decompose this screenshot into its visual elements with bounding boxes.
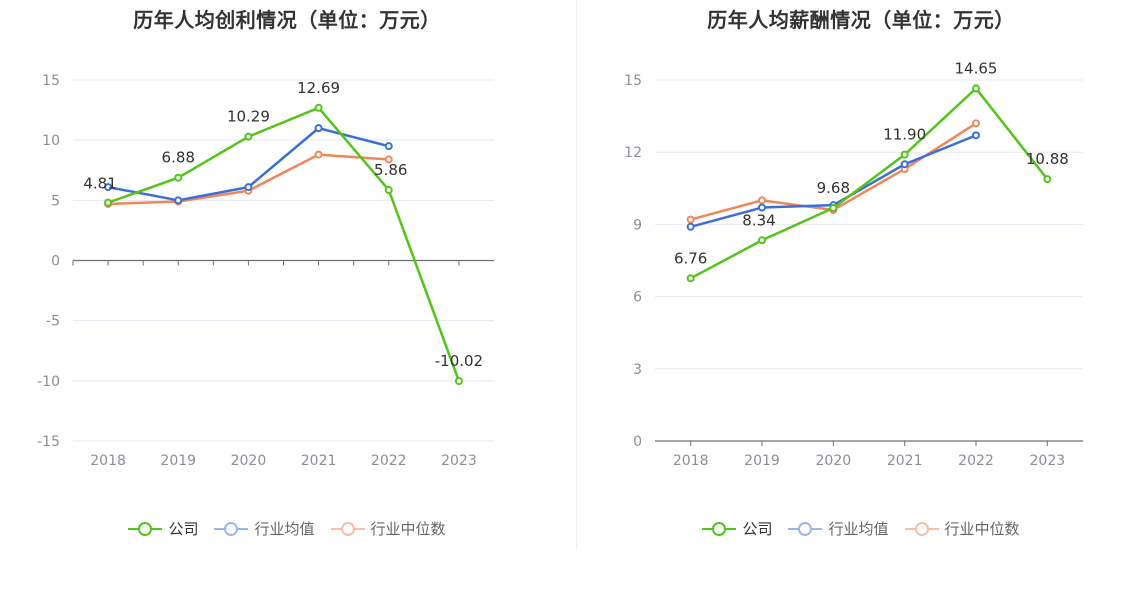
data-point	[972, 131, 980, 140]
data-point	[314, 124, 323, 133]
data-point	[384, 142, 393, 151]
y-tick-label: 3	[633, 362, 642, 378]
x-tick-label: 2023	[441, 453, 477, 469]
data-label: 9.68	[817, 179, 850, 197]
salary-chart-panel: 历年人均薪酬情况（单位：万元） 15 12 9 6 3 0 2018 2019 2020 2021…	[574, 0, 1148, 589]
y-tick-label: 5	[51, 193, 60, 209]
data-point	[104, 198, 113, 207]
x-tick-label: 2021	[301, 453, 337, 469]
data-point	[384, 155, 393, 164]
legend-item-industry-median[interactable]: 行业中位数	[330, 518, 446, 539]
legend-label: 行业中位数	[944, 520, 1020, 538]
y-tick-label: 15	[42, 73, 60, 89]
legend-item-industry-median[interactable]: 行业中位数	[904, 518, 1020, 539]
data-point	[1043, 175, 1052, 184]
legend-label: 公司	[742, 520, 773, 538]
legend-marker-icon	[904, 521, 939, 536]
data-point	[758, 203, 766, 212]
x-tick-label: 2021	[887, 453, 923, 469]
data-point	[829, 204, 838, 213]
legend-item-company[interactable]: 公司	[128, 518, 198, 539]
x-tick-label: 2019	[160, 453, 196, 469]
data-point	[758, 236, 766, 245]
data-label: 14.65	[955, 59, 998, 77]
legend-label: 行业均值	[254, 520, 315, 538]
x-tick-label: 2018	[90, 453, 126, 469]
chart-legend: 公司 行业均值 行业中位数	[0, 518, 574, 539]
data-label: 6.88	[162, 149, 195, 167]
legend-marker-icon	[128, 521, 163, 536]
y-tick-label: 10	[42, 133, 60, 149]
data-point	[384, 185, 393, 194]
data-point	[244, 183, 253, 192]
legend-label: 行业中位数	[370, 520, 446, 538]
series-line-0	[107, 106, 461, 382]
legend-marker-icon	[330, 521, 365, 536]
data-label: 10.88	[1026, 150, 1069, 168]
data-point	[758, 196, 766, 205]
y-tick-label: 15	[624, 73, 642, 89]
x-tick-label: 2019	[744, 453, 780, 469]
data-label: 10.29	[227, 108, 270, 126]
legend-item-industry-mean[interactable]: 行业均值	[214, 518, 315, 539]
y-tick-label: 12	[624, 145, 642, 161]
legend-label: 公司	[168, 520, 199, 538]
data-label: 6.76	[674, 249, 707, 267]
data-point	[686, 274, 695, 283]
legend-marker-icon	[214, 521, 249, 536]
y-tick-label: 9	[633, 217, 642, 233]
data-point	[972, 119, 980, 128]
y-tick-label: -10	[37, 374, 60, 390]
data-label: 4.81	[83, 175, 116, 193]
y-tick-label: -5	[46, 314, 60, 330]
y-tick-label: 0	[51, 254, 60, 270]
legend-item-company[interactable]: 公司	[702, 518, 772, 539]
data-point	[454, 377, 463, 386]
series-line-0	[690, 87, 1049, 280]
x-tick-label: 2023	[1030, 453, 1066, 469]
chart-title: 历年人均创利情况（单位：万元）	[133, 8, 441, 32]
x-tick-label: 2022	[958, 453, 994, 469]
data-point	[686, 215, 695, 224]
data-point	[174, 173, 183, 182]
series-line-2	[108, 153, 389, 206]
data-label: 11.90	[883, 126, 926, 144]
data-point	[244, 132, 253, 141]
data-label: -10.02	[435, 352, 483, 370]
data-point	[686, 222, 695, 231]
legend-marker-icon	[788, 521, 823, 536]
data-label: 8.34	[742, 211, 775, 229]
legend-label: 行业均值	[828, 520, 889, 538]
salary-line-chart: 15 12 9 6 3 0 2018 2019 2020 2021 2022 2023 6.76 8.34…	[624, 59, 1083, 469]
panel-divider	[576, 0, 577, 550]
legend-marker-icon	[702, 521, 737, 536]
data-point	[314, 103, 323, 112]
profit-line-chart: 15 10 5 0 -5 -10 -15 2018 2019 2020 2021 2022 2023 4.…	[37, 73, 494, 469]
chart-title: 历年人均薪酬情况（单位：万元）	[707, 8, 1015, 32]
legend-item-industry-mean[interactable]: 行业均值	[788, 518, 889, 539]
x-tick-label: 2020	[816, 453, 852, 469]
data-label: 5.86	[374, 161, 407, 179]
x-tick-label: 2018	[673, 453, 709, 469]
data-point	[104, 183, 113, 192]
data-point	[972, 84, 980, 93]
x-tick-label: 2022	[371, 453, 407, 469]
data-point	[314, 150, 323, 159]
y-tick-label: -15	[37, 434, 60, 450]
data-point	[174, 196, 183, 205]
data-point	[900, 160, 909, 169]
y-tick-label: 6	[633, 290, 642, 306]
data-point	[900, 150, 909, 159]
data-label: 12.69	[297, 79, 340, 97]
y-tick-label: 0	[633, 434, 642, 450]
x-tick-label: 2020	[231, 453, 267, 469]
chart-legend: 公司 行业均值 行业中位数	[574, 518, 1148, 539]
profit-chart-panel: 历年人均创利情况（单位：万元） 15 10 5 0 -5 -10 -15 2018 2019 20…	[0, 8, 574, 539]
